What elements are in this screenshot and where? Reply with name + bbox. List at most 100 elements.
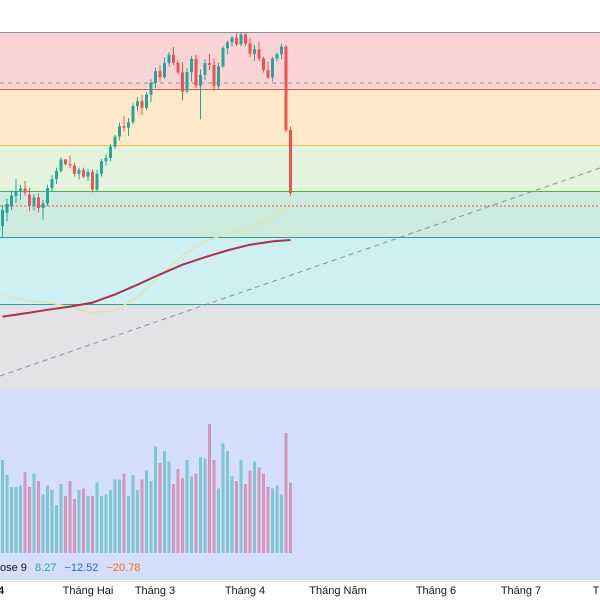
- volume-bar: [154, 446, 157, 553]
- candle-body: [154, 71, 157, 83]
- volume-bar: [235, 481, 238, 553]
- candle-body: [257, 49, 261, 59]
- volume-bar: [203, 458, 207, 553]
- volume-bar: [118, 479, 121, 553]
- volume-bar: [10, 487, 13, 553]
- candle-body: [244, 34, 247, 44]
- volume-bar: [190, 476, 193, 553]
- volume-bar: [221, 443, 225, 553]
- candle-body: [86, 171, 90, 177]
- volume-bar: [73, 499, 76, 553]
- x-tick-label: Tháng Năm: [309, 585, 367, 597]
- trendline[interactable]: [0, 167, 600, 377]
- volume-bar: [95, 482, 99, 553]
- volume-bar: [158, 463, 162, 553]
- ma-short-line: [2, 202, 291, 314]
- candle-body: [149, 82, 153, 95]
- candle-body: [284, 46, 288, 131]
- volume-bar: [266, 487, 270, 553]
- volume-bars: [1, 424, 292, 553]
- candle-body: [212, 64, 216, 87]
- candlesticks: [1, 32, 292, 237]
- volume-bar: [149, 481, 153, 553]
- candle-body: [145, 94, 148, 108]
- candle-body: [203, 63, 207, 75]
- volume-bar: [257, 467, 261, 553]
- candle-body: [181, 72, 184, 92]
- fib-zone: [0, 191, 600, 238]
- volume-bar: [248, 470, 252, 553]
- x-tick-label: Tháng 4: [224, 585, 266, 597]
- candle-body: [55, 170, 58, 180]
- candle-body: [271, 58, 274, 78]
- volume-bar: [19, 485, 22, 553]
- volume-bar: [284, 433, 288, 553]
- volume-bar: [199, 457, 202, 553]
- candle-body: [136, 101, 139, 107]
- candle-body: [68, 164, 72, 166]
- volume-bar: [77, 490, 81, 553]
- candle-body: [253, 49, 256, 54]
- legend-prefix: ose 9: [0, 562, 27, 574]
- volume-bar: [100, 496, 103, 553]
- volume-bar: [253, 461, 256, 553]
- volume-bar: [163, 451, 166, 553]
- fib-zone: [0, 32, 600, 89]
- volume-bar: [59, 484, 63, 553]
- legend-value-3: −20.78: [106, 562, 141, 574]
- volume-bar: [68, 481, 72, 553]
- fib-zone: [0, 303, 600, 390]
- candle-body: [64, 159, 67, 165]
- candle-body: [23, 188, 27, 193]
- ma-long-line: [2, 239, 291, 318]
- candle-body: [266, 69, 270, 78]
- volume-bar: [217, 488, 220, 553]
- volume-bar: [181, 478, 184, 553]
- x-tick-label: Tháng 3: [134, 585, 176, 597]
- x-tick-label: Tháng 7: [500, 585, 542, 597]
- x-tick-label: 4: [0, 585, 5, 597]
- volume-bar: [275, 485, 279, 553]
- candle-body: [100, 161, 103, 174]
- volume-bar: [176, 469, 180, 553]
- volume-bar: [244, 484, 247, 553]
- candle-body: [289, 130, 292, 194]
- candle-body: [280, 46, 283, 55]
- candle-body: [82, 169, 85, 177]
- volume-bar: [46, 485, 49, 553]
- volume-bar: [82, 488, 85, 553]
- volume-bar: [136, 490, 139, 553]
- candle-body: [230, 37, 234, 43]
- candle-body: [91, 171, 94, 190]
- volume-bar: [194, 473, 198, 553]
- candle-body: [275, 54, 279, 59]
- candle-body: [73, 165, 76, 174]
- candle-body: [19, 188, 22, 191]
- candle-body: [118, 126, 121, 137]
- volume-pane: [0, 390, 600, 580]
- candle-body: [109, 146, 112, 159]
- candle-body: [59, 159, 63, 171]
- volume-bar: [28, 487, 31, 553]
- candle-body: [235, 37, 238, 45]
- volume-bar: [55, 505, 58, 553]
- candle-body: [172, 54, 175, 63]
- time-axis[interactable]: 4 Tháng Hai Tháng 3 Tháng 4 Tháng Năm Th…: [0, 581, 600, 601]
- candle-body: [226, 42, 229, 49]
- candle-body: [262, 58, 265, 70]
- candle-body: [221, 48, 225, 67]
- volume-bar: [91, 496, 94, 553]
- candle-body: [140, 101, 144, 108]
- candle-body: [167, 54, 171, 64]
- volume-bar: [104, 494, 108, 553]
- candle-body: [10, 195, 13, 206]
- volume-bar: [226, 451, 229, 553]
- volume-bar: [86, 496, 90, 553]
- candle-body: [46, 188, 49, 204]
- candle-body: [248, 43, 252, 54]
- candle-body: [37, 197, 40, 209]
- volume-bar: [32, 473, 36, 553]
- indicator-legend: ose 9 8.27 −12.52 −20.78: [0, 559, 145, 577]
- volume-bar: [131, 475, 135, 553]
